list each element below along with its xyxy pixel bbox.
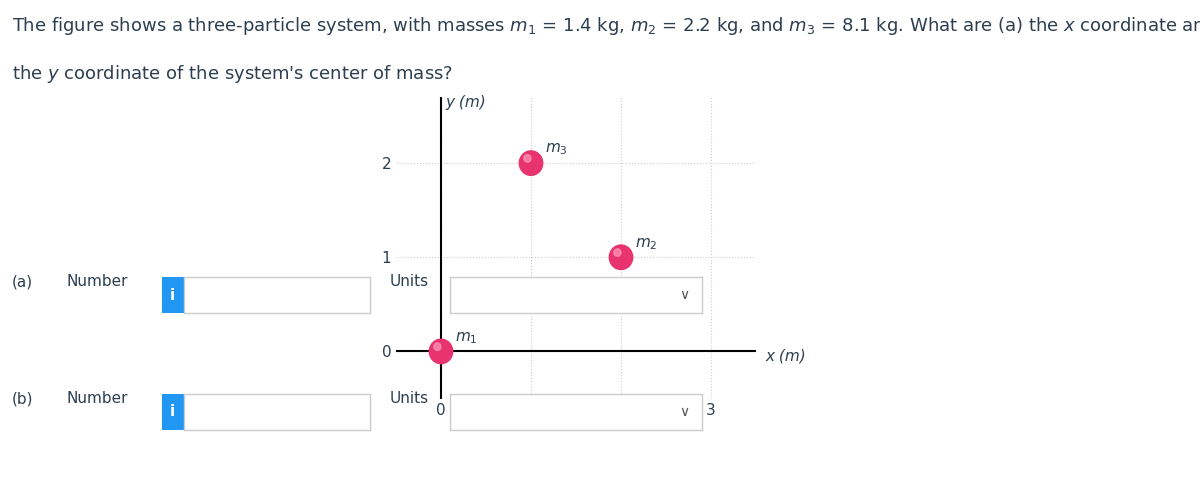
Circle shape: [520, 151, 542, 175]
Text: The figure shows a three-particle system, with masses $m_1$ = 1.4 kg, $m_2$ = 2.: The figure shows a three-particle system…: [12, 15, 1200, 36]
Text: i: i: [170, 404, 175, 419]
Text: (a): (a): [12, 275, 34, 289]
Text: $m_1$: $m_1$: [456, 330, 478, 346]
Text: x (m): x (m): [766, 348, 805, 364]
Text: Units: Units: [390, 275, 430, 289]
Text: ∨: ∨: [679, 288, 689, 302]
Text: ∨: ∨: [679, 405, 689, 419]
Circle shape: [523, 155, 530, 162]
Text: $m_3$: $m_3$: [545, 142, 568, 157]
Text: Number: Number: [66, 275, 127, 289]
Circle shape: [430, 339, 452, 364]
Circle shape: [613, 249, 622, 256]
Circle shape: [434, 343, 442, 350]
Circle shape: [610, 245, 632, 270]
Text: y (m): y (m): [445, 95, 486, 110]
Text: i: i: [170, 288, 175, 303]
Text: Number: Number: [66, 391, 127, 406]
Text: (b): (b): [12, 391, 34, 406]
Text: $m_2$: $m_2$: [636, 236, 658, 252]
Text: Units: Units: [390, 391, 430, 406]
Text: the $y$ coordinate of the system's center of mass?: the $y$ coordinate of the system's cente…: [12, 63, 454, 85]
